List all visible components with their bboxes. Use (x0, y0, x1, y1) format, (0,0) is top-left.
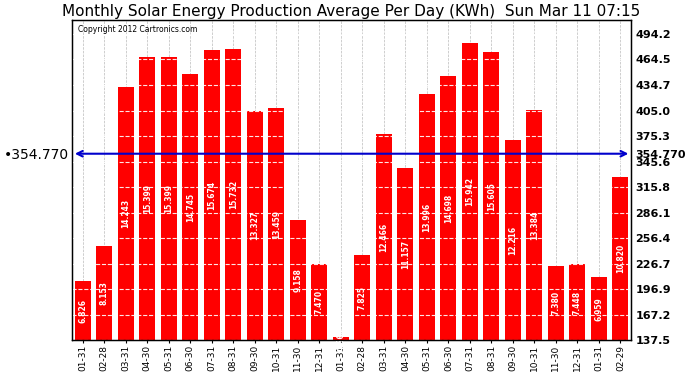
Text: 13.384: 13.384 (530, 210, 539, 240)
Text: 12.216: 12.216 (509, 226, 518, 255)
Bar (97, 246, 112, 340)
Bar (483, 52, 500, 340)
Bar (182, 74, 199, 340)
Text: 7.470: 7.470 (315, 290, 324, 314)
Bar (569, 264, 586, 340)
Text: 10.820: 10.820 (616, 244, 625, 273)
Text: 7.380: 7.380 (551, 291, 560, 315)
Bar (591, 277, 607, 340)
Text: 15.605: 15.605 (487, 182, 496, 211)
Bar (462, 43, 478, 340)
Bar (161, 57, 177, 340)
Text: 14.243: 14.243 (121, 200, 130, 228)
Bar (548, 266, 564, 340)
Text: 15.399: 15.399 (164, 184, 173, 213)
Bar (139, 57, 155, 340)
Bar (311, 264, 328, 340)
Text: 15.942: 15.942 (465, 177, 475, 206)
Text: 14.745: 14.745 (186, 193, 195, 222)
Bar (354, 255, 371, 340)
Bar (247, 111, 263, 340)
Bar (397, 168, 413, 340)
Bar (376, 134, 392, 340)
Bar (505, 140, 521, 340)
Bar (526, 110, 542, 340)
Text: 13.327: 13.327 (250, 211, 259, 240)
Text: 9.158: 9.158 (293, 268, 302, 292)
Text: 6.826: 6.826 (79, 298, 88, 322)
Text: 4.661: 4.661 (336, 327, 346, 351)
Bar (440, 75, 457, 340)
Text: 12.466: 12.466 (380, 222, 388, 252)
Text: 6.959: 6.959 (594, 297, 604, 321)
Text: 14.698: 14.698 (444, 194, 453, 223)
Text: 11.157: 11.157 (401, 240, 410, 268)
Text: Copyright 2012 Cartronics.com: Copyright 2012 Cartronics.com (78, 25, 197, 34)
Bar (419, 94, 435, 340)
Text: 13.459: 13.459 (272, 210, 281, 238)
Text: 13.996: 13.996 (422, 202, 431, 232)
Bar (75, 280, 91, 340)
Bar (225, 49, 241, 340)
Bar (612, 177, 629, 340)
Title: Monthly Solar Energy Production Average Per Day (KWh)  Sun Mar 11 07:15: Monthly Solar Energy Production Average … (63, 4, 641, 19)
Bar (268, 108, 284, 340)
Text: 7.448: 7.448 (573, 290, 582, 315)
Bar (333, 337, 349, 340)
Text: 15.399: 15.399 (143, 184, 152, 213)
Bar (204, 50, 220, 340)
Text: 15.732: 15.732 (229, 180, 238, 209)
Bar (290, 220, 306, 340)
Text: 15.674: 15.674 (207, 181, 217, 210)
Text: 8.153: 8.153 (100, 281, 109, 305)
Text: 7.825: 7.825 (358, 285, 367, 309)
Bar (118, 87, 134, 340)
